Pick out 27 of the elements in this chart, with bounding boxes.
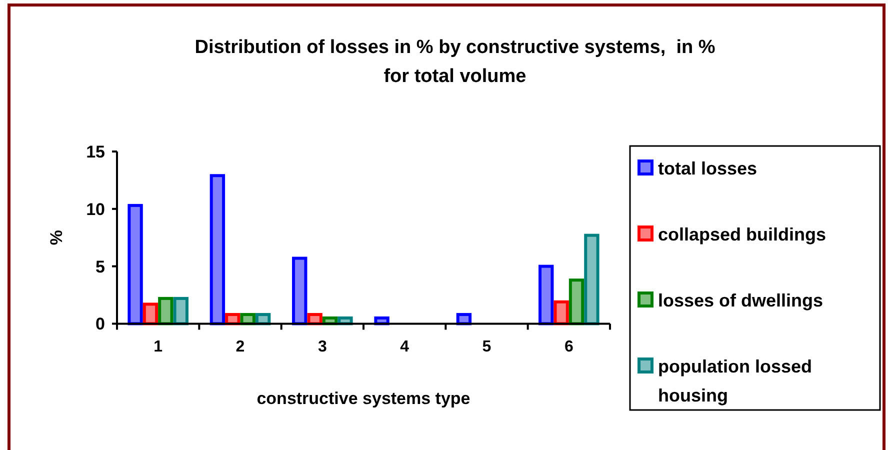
y-axis-title: %: [47, 230, 66, 246]
y-tick-label: 10: [86, 200, 105, 219]
legend-label: population lossed housing: [658, 356, 812, 406]
legend-label: losses of dwellings: [658, 290, 824, 310]
bar: [173, 296, 188, 326]
y-tick-label: 15: [86, 142, 105, 162]
bar: [158, 296, 174, 326]
x-tick-label: 5: [482, 338, 492, 356]
x-tick-label: 4: [400, 338, 410, 356]
bar: [568, 278, 584, 326]
legend-label: collapsed buildings: [658, 224, 826, 244]
x-tick-label: 6: [564, 338, 574, 356]
chart-title: Distribution of losses in % by constructive systems, in % for total volume: [194, 37, 716, 87]
x-tick-label: 2: [236, 338, 245, 356]
bar: [128, 204, 143, 326]
legend-label: total losses: [658, 158, 758, 178]
y-tick-label: 0: [96, 314, 105, 334]
bar: [210, 174, 226, 326]
bar: [292, 256, 308, 326]
bar: [584, 234, 600, 326]
x-tick-label: 3: [318, 338, 327, 356]
x-axis-title: constructive systems type: [256, 389, 470, 408]
x-tick-label: 1: [154, 338, 163, 356]
bar: [142, 302, 158, 326]
bar: [554, 300, 569, 326]
bar: [538, 264, 554, 326]
y-tick-label: 5: [96, 257, 105, 276]
